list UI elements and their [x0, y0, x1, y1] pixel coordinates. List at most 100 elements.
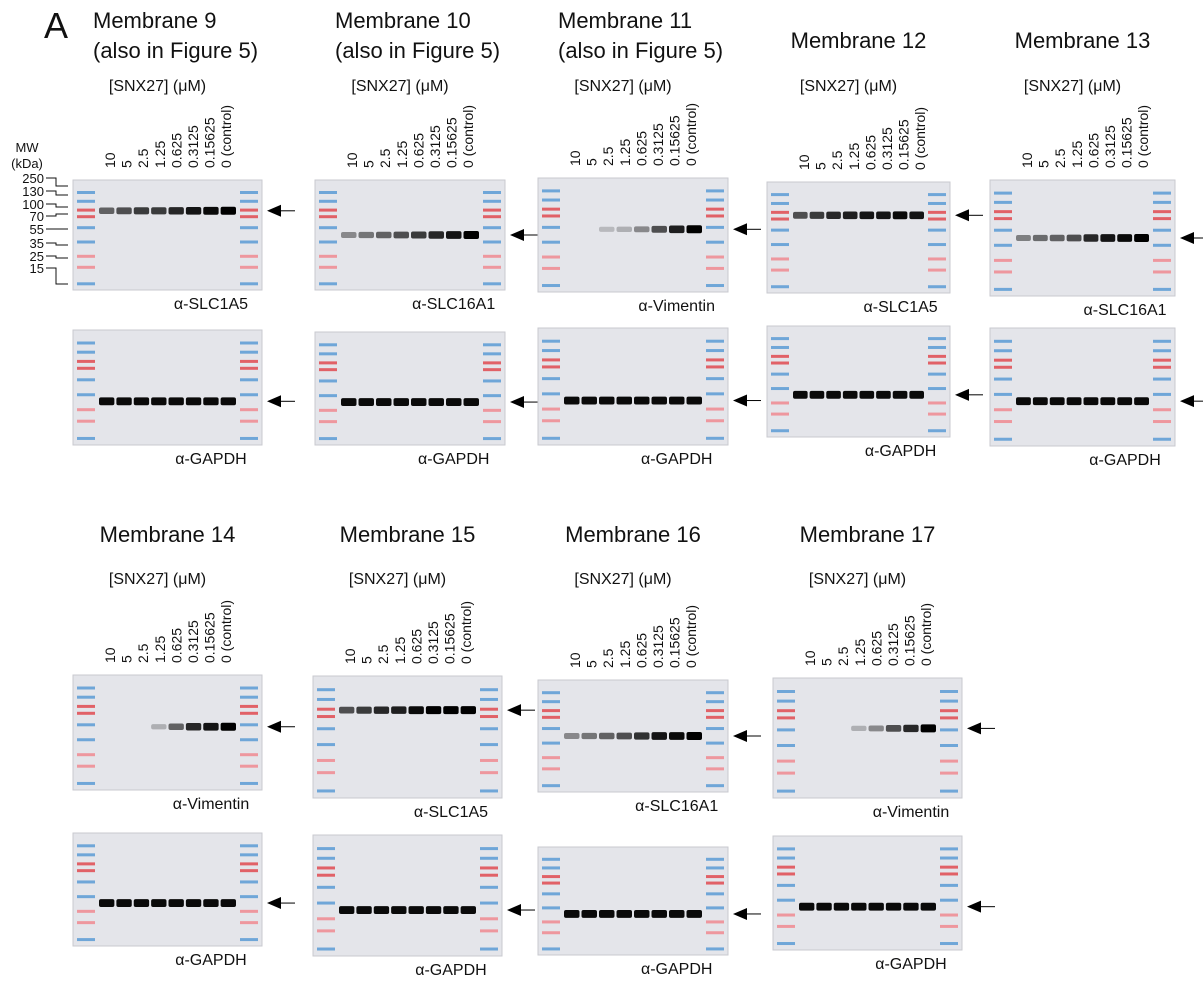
ladder-band	[542, 866, 560, 869]
ladder-band	[771, 257, 789, 260]
band	[99, 899, 114, 907]
band	[843, 212, 858, 220]
lane-label: 10	[567, 652, 583, 668]
ladder-band	[240, 408, 258, 411]
lane-label: 2.5	[377, 148, 393, 168]
ladder-band	[1153, 378, 1171, 381]
ladder-band	[240, 738, 258, 741]
band	[391, 706, 406, 714]
lane-label: 1.25	[394, 141, 410, 168]
ladder-band	[483, 343, 501, 346]
ladder-band	[994, 210, 1012, 213]
band	[446, 231, 462, 239]
ladder-band	[706, 267, 724, 270]
band	[869, 725, 884, 731]
ladder-band	[480, 886, 498, 889]
concentration-label: [SNX27] (μM)	[800, 78, 897, 95]
ladder-band	[928, 257, 946, 260]
band	[359, 232, 375, 238]
band	[151, 207, 166, 214]
ladder-band	[1153, 270, 1171, 273]
ladder-band	[940, 925, 958, 928]
ladder-band	[777, 872, 795, 875]
ladder-band	[317, 917, 335, 920]
band	[429, 231, 445, 238]
ladder-band	[994, 359, 1012, 362]
ladder-band	[319, 368, 337, 371]
band	[186, 723, 201, 730]
band	[169, 724, 184, 731]
blot	[73, 330, 262, 445]
ladder-band	[317, 874, 335, 877]
ladder-band	[240, 696, 258, 699]
blot	[990, 328, 1175, 446]
ladder-band	[319, 255, 337, 258]
ladder-band	[706, 875, 724, 878]
mw-bracket	[46, 191, 68, 195]
band	[134, 207, 149, 214]
lane-label: 10	[802, 650, 818, 666]
antibody-label: α-SLC16A1	[635, 798, 718, 815]
lane-label: 0.15625	[896, 119, 912, 170]
band	[687, 397, 703, 405]
ladder-band	[317, 866, 335, 869]
ladder-band	[480, 715, 498, 718]
band	[394, 398, 410, 406]
ladder-band	[1153, 288, 1171, 291]
ladder-band	[706, 906, 724, 909]
ladder-band	[928, 337, 946, 340]
ladder-band	[777, 728, 795, 731]
ladder-band	[994, 288, 1012, 291]
ladder-band	[771, 387, 789, 390]
ladder-band	[994, 366, 1012, 369]
ladder-band	[317, 759, 335, 762]
band	[617, 397, 633, 405]
ladder-band	[240, 437, 258, 440]
ladder-band	[240, 705, 258, 708]
arrow	[733, 223, 747, 235]
band	[1050, 397, 1065, 405]
lane-label: 0 (control)	[683, 103, 699, 166]
lane-label: 0.15625	[667, 617, 683, 668]
ladder-band	[1153, 366, 1171, 369]
band	[1067, 235, 1082, 242]
band	[810, 212, 825, 219]
antibody-label: α-GAPDH	[1089, 452, 1160, 469]
ladder-band	[940, 709, 958, 712]
ladder-band	[542, 214, 560, 217]
ladder-band	[706, 377, 724, 380]
ladder-band	[542, 208, 560, 211]
band	[634, 226, 650, 232]
ladder-band	[542, 226, 560, 229]
concentration-label: [SNX27] (μM)	[109, 78, 206, 95]
band	[1016, 235, 1031, 241]
ladder-band	[240, 880, 258, 883]
band	[356, 707, 371, 714]
ladder-band	[542, 784, 560, 787]
band	[687, 225, 703, 233]
ladder-band	[480, 917, 498, 920]
ladder-band	[706, 866, 724, 869]
membrane-title: (also in Figure 5)	[335, 38, 500, 63]
band	[221, 723, 236, 731]
ladder-band	[771, 373, 789, 376]
band	[374, 906, 389, 914]
ladder-band	[706, 742, 724, 745]
ladder-band	[706, 365, 724, 368]
band	[461, 906, 476, 914]
ladder-band	[777, 772, 795, 775]
lane-label: 0.625	[633, 633, 649, 668]
ladder-band	[483, 226, 501, 229]
arrow	[733, 730, 747, 742]
band	[1067, 397, 1082, 405]
ladder-band	[483, 437, 501, 440]
band	[893, 211, 908, 219]
ladder-band	[771, 243, 789, 246]
ladder-band	[483, 255, 501, 258]
ladder-band	[77, 921, 95, 924]
ladder-band	[77, 765, 95, 768]
ladder-band	[1153, 420, 1171, 423]
blot	[73, 180, 262, 290]
lane-label: 0 (control)	[218, 105, 234, 168]
band	[1134, 397, 1149, 405]
